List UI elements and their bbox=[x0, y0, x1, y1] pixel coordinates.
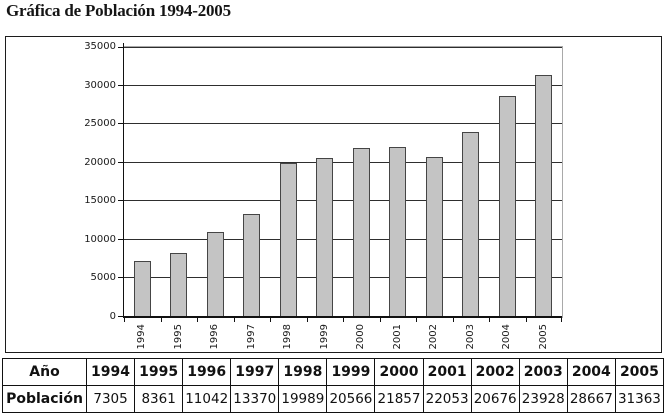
x-tick bbox=[270, 318, 271, 322]
population-cell-1995: 8361 bbox=[134, 385, 184, 413]
year-cell-1996: 1996 bbox=[182, 358, 232, 386]
bar-1996 bbox=[206, 232, 224, 317]
x-axis-tick-label: 1994 bbox=[136, 324, 148, 350]
x-axis-tick-label: 1998 bbox=[282, 324, 294, 350]
year-cell-2000: 2000 bbox=[374, 358, 424, 386]
x-axis-tick-label: 1995 bbox=[172, 324, 184, 350]
x-axis-tick-label: 2005 bbox=[537, 324, 549, 350]
year-cell-2002: 2002 bbox=[470, 358, 520, 386]
y-tick-20000 bbox=[118, 161, 123, 163]
x-tick bbox=[233, 318, 235, 322]
bar-1997 bbox=[243, 214, 261, 317]
gridline-10000 bbox=[124, 238, 562, 240]
x-tick bbox=[525, 318, 527, 322]
year-cell-2003: 2003 bbox=[518, 358, 568, 386]
x-tick bbox=[306, 318, 308, 322]
population-cell-1999: 20566 bbox=[326, 385, 376, 413]
row-header-year: Año bbox=[2, 358, 87, 386]
x-tick bbox=[160, 318, 162, 322]
y-axis-tick-label: 5000 bbox=[90, 272, 116, 284]
x-tick bbox=[416, 318, 417, 322]
gridline-5000 bbox=[124, 277, 562, 279]
page-title: Gráfica de Población 1994-2005 bbox=[6, 1, 231, 20]
population-cell-2003: 23928 bbox=[518, 385, 568, 413]
population-cell-2005: 31363 bbox=[614, 385, 665, 413]
x-tick bbox=[452, 318, 454, 322]
x-tick bbox=[489, 318, 490, 322]
y-axis-tick-label: 0 bbox=[109, 311, 116, 322]
table-row-years: Año 1994 1995 1996 1997 1998 1999 2000 2001 2002… bbox=[2, 358, 665, 386]
data-table: Año 1994 1995 1996 1997 1998 1999 2000 2001 2002… bbox=[2, 358, 665, 413]
gridline-20000 bbox=[124, 161, 562, 163]
bar-2004 bbox=[498, 96, 516, 317]
y-axis-tick-label: 20000 bbox=[84, 156, 116, 168]
year-cell-1999: 1999 bbox=[326, 358, 376, 386]
y-axis-tick-label: 35000 bbox=[84, 41, 116, 52]
x-axis-tick-label: 2004 bbox=[501, 324, 513, 350]
year-cell-2005: 2005 bbox=[614, 358, 665, 386]
x-axis-tick-label: 2002 bbox=[428, 324, 440, 350]
bar-2001 bbox=[389, 147, 407, 317]
x-axis-tick-label: 2001 bbox=[391, 324, 403, 350]
y-axis-tick-label: 25000 bbox=[84, 118, 116, 130]
year-cell-2001: 2001 bbox=[422, 358, 472, 386]
y-axis-tick-label: 30000 bbox=[84, 79, 116, 91]
y-tick-10000 bbox=[118, 238, 123, 240]
x-tick bbox=[124, 318, 125, 322]
population-cell-1998: 19989 bbox=[278, 385, 328, 413]
x-axis-tick-label: 1996 bbox=[209, 324, 221, 350]
population-cell-2002: 20676 bbox=[470, 385, 520, 413]
y-tick-0 bbox=[118, 316, 123, 317]
bar-2000 bbox=[352, 148, 370, 317]
bar-2002 bbox=[425, 157, 443, 317]
gridline-25000 bbox=[124, 123, 562, 125]
year-cell-1997: 1997 bbox=[230, 358, 280, 386]
population-cell-2004: 28667 bbox=[566, 385, 616, 413]
x-axis-line bbox=[123, 316, 562, 318]
y-axis-tick-label: 15000 bbox=[84, 195, 116, 207]
bar-2003 bbox=[462, 132, 480, 317]
row-header-population: Población bbox=[2, 385, 87, 413]
x-tick bbox=[561, 318, 562, 322]
bar-1995 bbox=[170, 253, 188, 317]
bar-1998 bbox=[279, 163, 297, 317]
population-cell-2000: 21857 bbox=[374, 385, 424, 413]
x-axis-tick-label: 2003 bbox=[464, 324, 476, 350]
y-tick-15000 bbox=[118, 200, 123, 202]
year-cell-1994: 1994 bbox=[85, 358, 136, 386]
year-cell-1998: 1998 bbox=[278, 358, 328, 386]
population-cell-1994: 7305 bbox=[85, 385, 136, 413]
y-tick-30000 bbox=[118, 84, 123, 86]
bar-2005 bbox=[535, 75, 553, 317]
x-tick bbox=[343, 318, 344, 322]
year-cell-2004: 2004 bbox=[566, 358, 616, 386]
y-tick-5000 bbox=[118, 277, 123, 279]
chart-frame: 0 5000 10000 15000 20000 25000 30000 35000 1994 1… bbox=[5, 36, 662, 353]
plot-area: 0 5000 10000 15000 20000 25000 30000 35000 1994 1… bbox=[84, 41, 563, 349]
x-axis-tick-label: 1999 bbox=[318, 324, 330, 350]
bar-1994 bbox=[133, 261, 151, 317]
y-axis-tick-label: 10000 bbox=[84, 233, 116, 245]
x-axis-tick-label: 1997 bbox=[245, 324, 257, 350]
gridline-35000 bbox=[124, 47, 562, 48]
x-tick bbox=[379, 318, 381, 322]
table-row-population: Población 7305 8361 11042 13370 19989 20566 21… bbox=[2, 385, 665, 413]
y-tick-35000 bbox=[118, 47, 123, 48]
population-cell-1997: 13370 bbox=[230, 385, 280, 413]
population-cell-1996: 11042 bbox=[182, 385, 232, 413]
x-axis-tick-label: 2000 bbox=[355, 324, 367, 350]
population-cell-2001: 22053 bbox=[422, 385, 472, 413]
gridline-15000 bbox=[124, 200, 562, 202]
year-cell-1995: 1995 bbox=[134, 358, 184, 386]
gridline-30000 bbox=[124, 84, 562, 86]
x-tick bbox=[197, 318, 198, 322]
y-tick-25000 bbox=[118, 123, 123, 125]
y-axis-line bbox=[123, 43, 124, 317]
bar-1999 bbox=[316, 158, 334, 317]
